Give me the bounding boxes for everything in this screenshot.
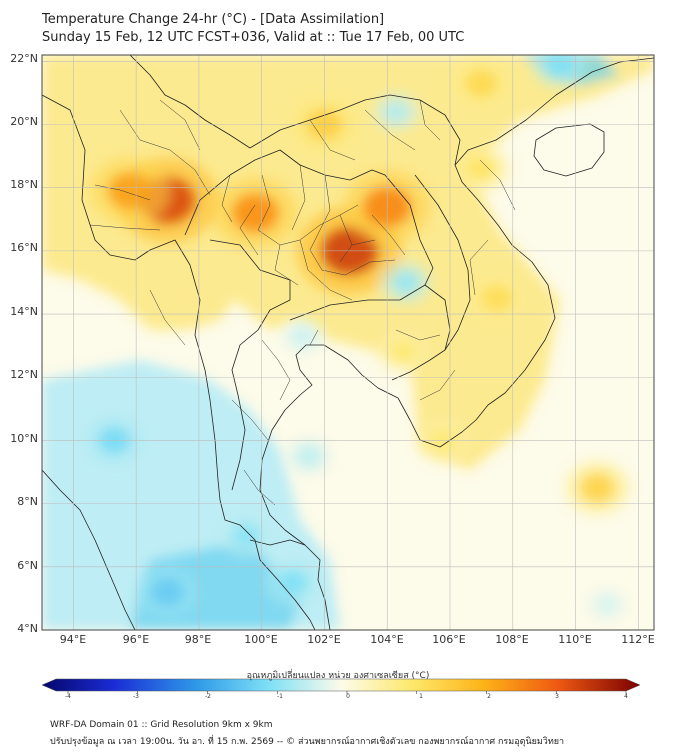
colorbar-tick-label: -1: [277, 693, 283, 700]
anomaly-ne-corner-cool: [544, 55, 576, 78]
anomaly-cambodia-warm: [388, 339, 418, 365]
province-lines: [221, 164, 406, 506]
anomaly-hainan-strait-cool: [383, 101, 410, 123]
anomaly-sumatra-cool: [150, 577, 185, 607]
border-cambodia: [289, 284, 451, 381]
border-laos-china-vietnam: [249, 94, 461, 166]
lon-label: 110°E: [558, 633, 592, 646]
lon-label: 96°E: [122, 633, 150, 646]
border-thailand-laos: [184, 149, 434, 286]
lat-label: 8°N: [17, 495, 38, 508]
map-frame: [41, 54, 655, 631]
border-myanmar-china: [129, 55, 251, 149]
lon-label: 98°E: [184, 633, 212, 646]
anomaly-sea-warm-spot: [579, 473, 616, 503]
lat-label: 4°N: [17, 622, 38, 635]
colorbar-tick-label: -4: [65, 693, 71, 700]
anomaly-south-china-warm: [464, 69, 499, 98]
anomaly-korat-cool: [392, 270, 421, 295]
colorbar-tick-label: 4: [624, 693, 628, 700]
anomaly-malay-coast-cool: [277, 569, 309, 596]
border-laos-vietnam: [414, 174, 471, 351]
lat-label: 22°N: [10, 52, 38, 65]
anomaly-thai-north-warm: [231, 193, 279, 233]
lat-label: 10°N: [10, 432, 38, 445]
colorbar-ticks: [67, 691, 627, 694]
lat-label: 18°N: [10, 178, 38, 191]
map-grid: [42, 55, 654, 630]
anomaly-chao-phraya-cool: [290, 326, 315, 346]
anomaly-vietnam-coast-warm: [480, 284, 514, 312]
footer-model-info: WRF-DA Domain 01 :: Grid Resolution 9km …: [50, 720, 273, 730]
anomaly-gulf-tonkin-warm: [465, 155, 498, 182]
anomaly-gulf-thailand-cool: [296, 446, 321, 467]
lon-label: 100°E: [244, 633, 278, 646]
colorbar-tick-label: 2: [487, 693, 491, 700]
colorbar-tick-label: 1: [419, 693, 423, 700]
map-title: Temperature Change 24-hr (°C) - [Data As…: [42, 12, 385, 27]
lat-label: 14°N: [10, 305, 38, 318]
lon-label: 106°E: [432, 633, 466, 646]
lat-label: 12°N: [10, 368, 38, 381]
colorbar: [41, 678, 641, 692]
colorbar-tick-label: -3: [133, 693, 139, 700]
lat-label: 16°N: [10, 241, 38, 254]
lat-label: 6°N: [17, 559, 38, 572]
colorbar-tick-label: 0: [346, 693, 350, 700]
border-thailand-malaysia: [249, 539, 306, 546]
map-subtitle: Sunday 15 Feb, 12 UTC FCST+036, Valid at…: [42, 30, 465, 45]
lon-label: 108°E: [495, 633, 529, 646]
coastline-east: [259, 57, 654, 630]
colorbar-title: อุณหภูมิเปลี่ยนแปลง หน่วย องศาเซลเซียส (…: [246, 671, 430, 681]
coastline-west: [42, 94, 316, 630]
hainan-island: [533, 123, 605, 177]
lon-label: 94°E: [59, 633, 87, 646]
lon-label: 104°E: [370, 633, 404, 646]
boundaries: [42, 55, 654, 630]
border-myanmar-thailand: [209, 239, 291, 491]
district-lines: [89, 99, 516, 401]
lon-label: 112°E: [621, 633, 655, 646]
anomaly-myanmar-warm-west: [107, 172, 153, 210]
colorbar-tick-label: -2: [205, 693, 211, 700]
lon-label: 102°E: [307, 633, 341, 646]
anomaly-south-sea-cool: [595, 595, 618, 614]
colorbar-tick-label: 3: [555, 693, 559, 700]
anomaly-malaya-cool: [231, 523, 261, 548]
lat-label: 20°N: [10, 115, 38, 128]
footer-credit: ปรับปรุงข้อมูล ณ เวลา 19:00น. วัน อา. ที…: [50, 737, 565, 747]
sumatra-coast: [42, 469, 136, 630]
